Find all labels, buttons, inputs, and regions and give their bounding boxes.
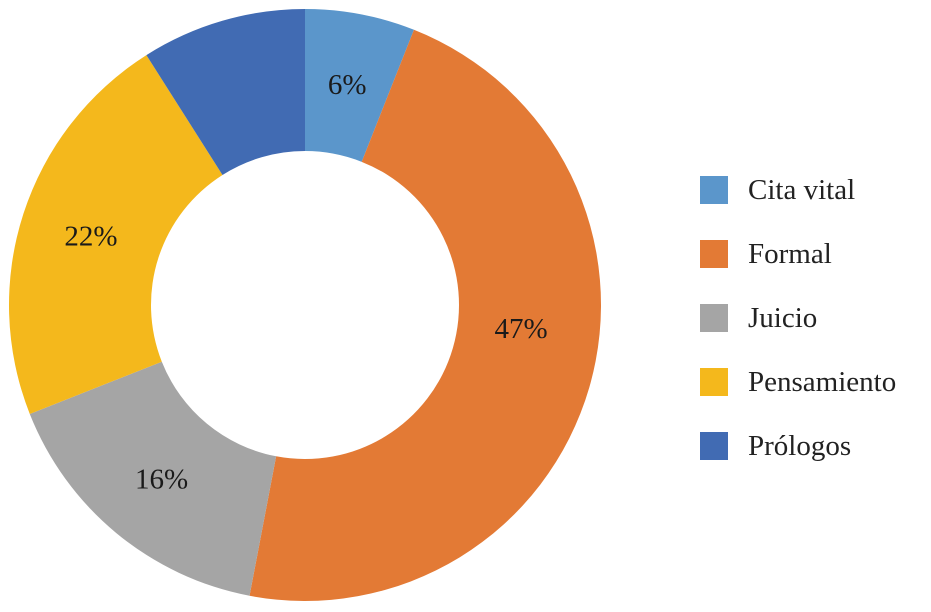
legend-label: Juicio (748, 301, 818, 334)
legend-label: Formal (748, 237, 832, 270)
legend: Cita vital Formal Juicio Pensamiento Pró… (700, 158, 896, 478)
legend-item-prologos: Prólogos (700, 414, 896, 478)
data-label: 16% (135, 463, 188, 495)
legend-swatch (700, 176, 728, 204)
slice-prólogos (146, 9, 305, 175)
legend-swatch (700, 368, 728, 396)
data-label: 6% (328, 69, 367, 101)
legend-label: Prólogos (748, 429, 852, 462)
legend-item-cita-vital: Cita vital (700, 158, 896, 222)
data-label: 22% (64, 220, 117, 252)
legend-label: Cita vital (748, 173, 856, 206)
data-label: 47% (494, 313, 547, 345)
legend-label: Pensamiento (748, 365, 897, 398)
legend-swatch (700, 240, 728, 268)
legend-swatch (700, 432, 728, 460)
legend-item-juicio: Juicio (700, 286, 896, 350)
slice-formal (249, 29, 602, 602)
slice-juicio (29, 361, 277, 596)
legend-item-pensamiento: Pensamiento (700, 350, 896, 414)
legend-item-formal: Formal (700, 222, 896, 286)
slice-cita-vital (305, 9, 414, 162)
slice-pensamiento (8, 55, 223, 414)
legend-swatch (700, 304, 728, 332)
